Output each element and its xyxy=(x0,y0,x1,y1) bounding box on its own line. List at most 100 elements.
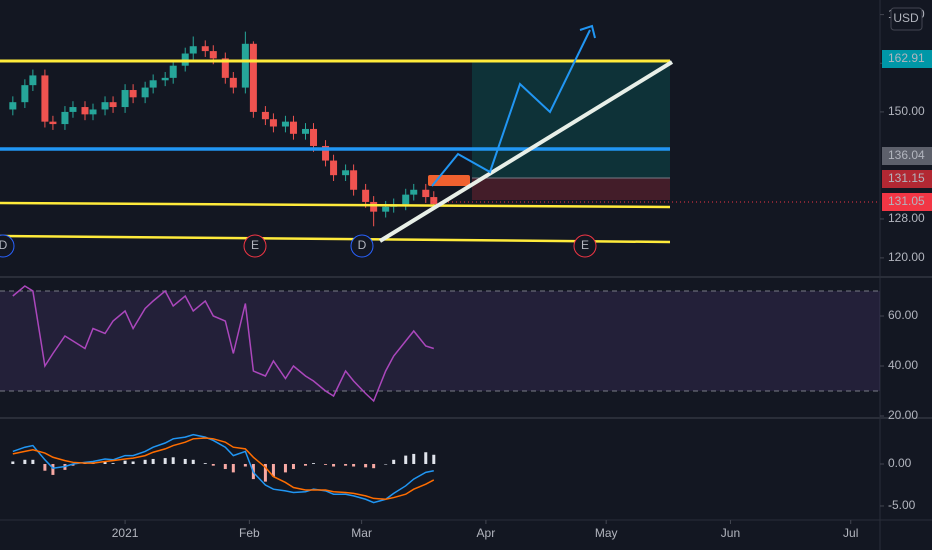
event-marker[interactable] xyxy=(243,234,267,258)
histogram-bar xyxy=(163,458,167,464)
histogram-bar xyxy=(143,459,147,464)
histogram-bar xyxy=(51,463,55,475)
y-tick-label: 120.00 xyxy=(888,250,925,264)
y-tick-label: 128.00 xyxy=(888,211,925,225)
long-position-profit xyxy=(472,61,670,178)
histogram-bar xyxy=(123,460,127,464)
histogram-bar xyxy=(364,463,368,468)
price-badge-label: 136.04 xyxy=(888,148,925,162)
candle-body xyxy=(29,75,37,86)
price-badge xyxy=(882,170,932,188)
candle-body xyxy=(330,160,338,176)
event-marker[interactable] xyxy=(573,234,597,258)
histogram-bar xyxy=(31,459,35,464)
candle-body xyxy=(21,85,29,103)
candle-body xyxy=(49,121,57,125)
candle-body xyxy=(101,102,109,110)
histogram-bar xyxy=(171,457,175,464)
candle-body xyxy=(249,43,257,112)
y-tick-label: 60.00 xyxy=(888,308,918,322)
candle-body xyxy=(81,107,89,115)
histogram-bar xyxy=(271,463,275,477)
histogram-bar xyxy=(23,459,27,464)
candle-body xyxy=(322,145,330,161)
x-tick-label: Mar xyxy=(351,526,372,540)
price-badge-label: 131.15 xyxy=(888,171,925,185)
currency-box[interactable] xyxy=(890,7,923,31)
candle-body xyxy=(281,121,289,127)
x-tick-label: Jul xyxy=(843,526,858,540)
price-badge xyxy=(882,147,932,165)
macd-line xyxy=(12,437,435,501)
histogram-bar xyxy=(424,452,428,464)
y-tick-label: 150.00 xyxy=(888,104,925,118)
histogram-bar xyxy=(71,463,75,466)
histogram-bar xyxy=(283,463,287,473)
x-tick-label: Apr xyxy=(477,526,496,540)
histogram-bar xyxy=(404,455,408,464)
candle-body xyxy=(69,107,77,112)
histogram-bar xyxy=(243,463,247,467)
histogram-bar xyxy=(43,463,47,471)
histogram-bar xyxy=(332,463,336,467)
histogram-bar xyxy=(211,463,215,466)
histogram-bar xyxy=(324,463,328,465)
candle-body xyxy=(61,111,69,125)
event-label: D xyxy=(358,238,367,252)
histogram-bar xyxy=(392,459,396,464)
histogram-bar xyxy=(432,454,436,464)
data-layer: 2021FebMarAprMayJunJul170.00160.00150.00… xyxy=(0,7,925,540)
candle-body xyxy=(121,90,129,108)
candle-body xyxy=(410,189,418,195)
candle-body xyxy=(342,170,350,176)
forecast-path xyxy=(431,29,591,187)
candle-body xyxy=(89,109,97,115)
candle-body xyxy=(9,102,17,110)
x-tick-label: May xyxy=(595,526,618,540)
histogram-bar xyxy=(131,461,135,464)
candle-body xyxy=(41,75,49,122)
y-tick-label: -5.00 xyxy=(888,498,916,512)
price-badge xyxy=(882,193,932,211)
candle-body xyxy=(201,46,209,52)
support-line xyxy=(0,234,671,244)
histogram-bar xyxy=(372,463,376,469)
histogram-bar xyxy=(111,463,115,464)
candle-body xyxy=(221,58,229,78)
currency: USD xyxy=(893,11,919,25)
candle-body xyxy=(149,80,157,88)
histogram-bar xyxy=(203,463,207,464)
histogram-bar xyxy=(412,453,416,464)
drawings xyxy=(0,24,880,244)
histogram-bar xyxy=(312,463,316,464)
forecast-arrowhead xyxy=(579,24,596,39)
histogram-bar xyxy=(103,461,107,464)
candle-body xyxy=(241,43,249,88)
candle-body xyxy=(109,102,117,108)
event-marker[interactable] xyxy=(350,234,374,258)
x-tick-label: Jun xyxy=(721,526,740,540)
indicator-line xyxy=(12,285,435,403)
candle-body xyxy=(229,77,237,88)
candle-body xyxy=(422,189,430,198)
histogram-bar xyxy=(303,463,307,466)
candle-body xyxy=(402,194,410,205)
event-marker[interactable] xyxy=(0,234,15,258)
candle-body xyxy=(382,206,390,212)
histogram-bar xyxy=(11,461,15,464)
candle-body xyxy=(370,201,378,212)
x-tick-label: Feb xyxy=(239,526,260,540)
candle-body xyxy=(289,121,297,134)
candle-body xyxy=(430,197,438,205)
price-badge xyxy=(882,50,932,68)
candle-body xyxy=(141,87,149,98)
y-tick-label: 0.00 xyxy=(888,456,912,470)
candle-body xyxy=(129,90,137,98)
price-badge-label: 162.91 xyxy=(888,51,925,65)
histogram-bar xyxy=(183,458,187,464)
candle-body xyxy=(269,119,277,127)
long-position-loss xyxy=(472,178,670,200)
candle-body xyxy=(350,170,358,190)
histogram-bar xyxy=(384,463,388,465)
